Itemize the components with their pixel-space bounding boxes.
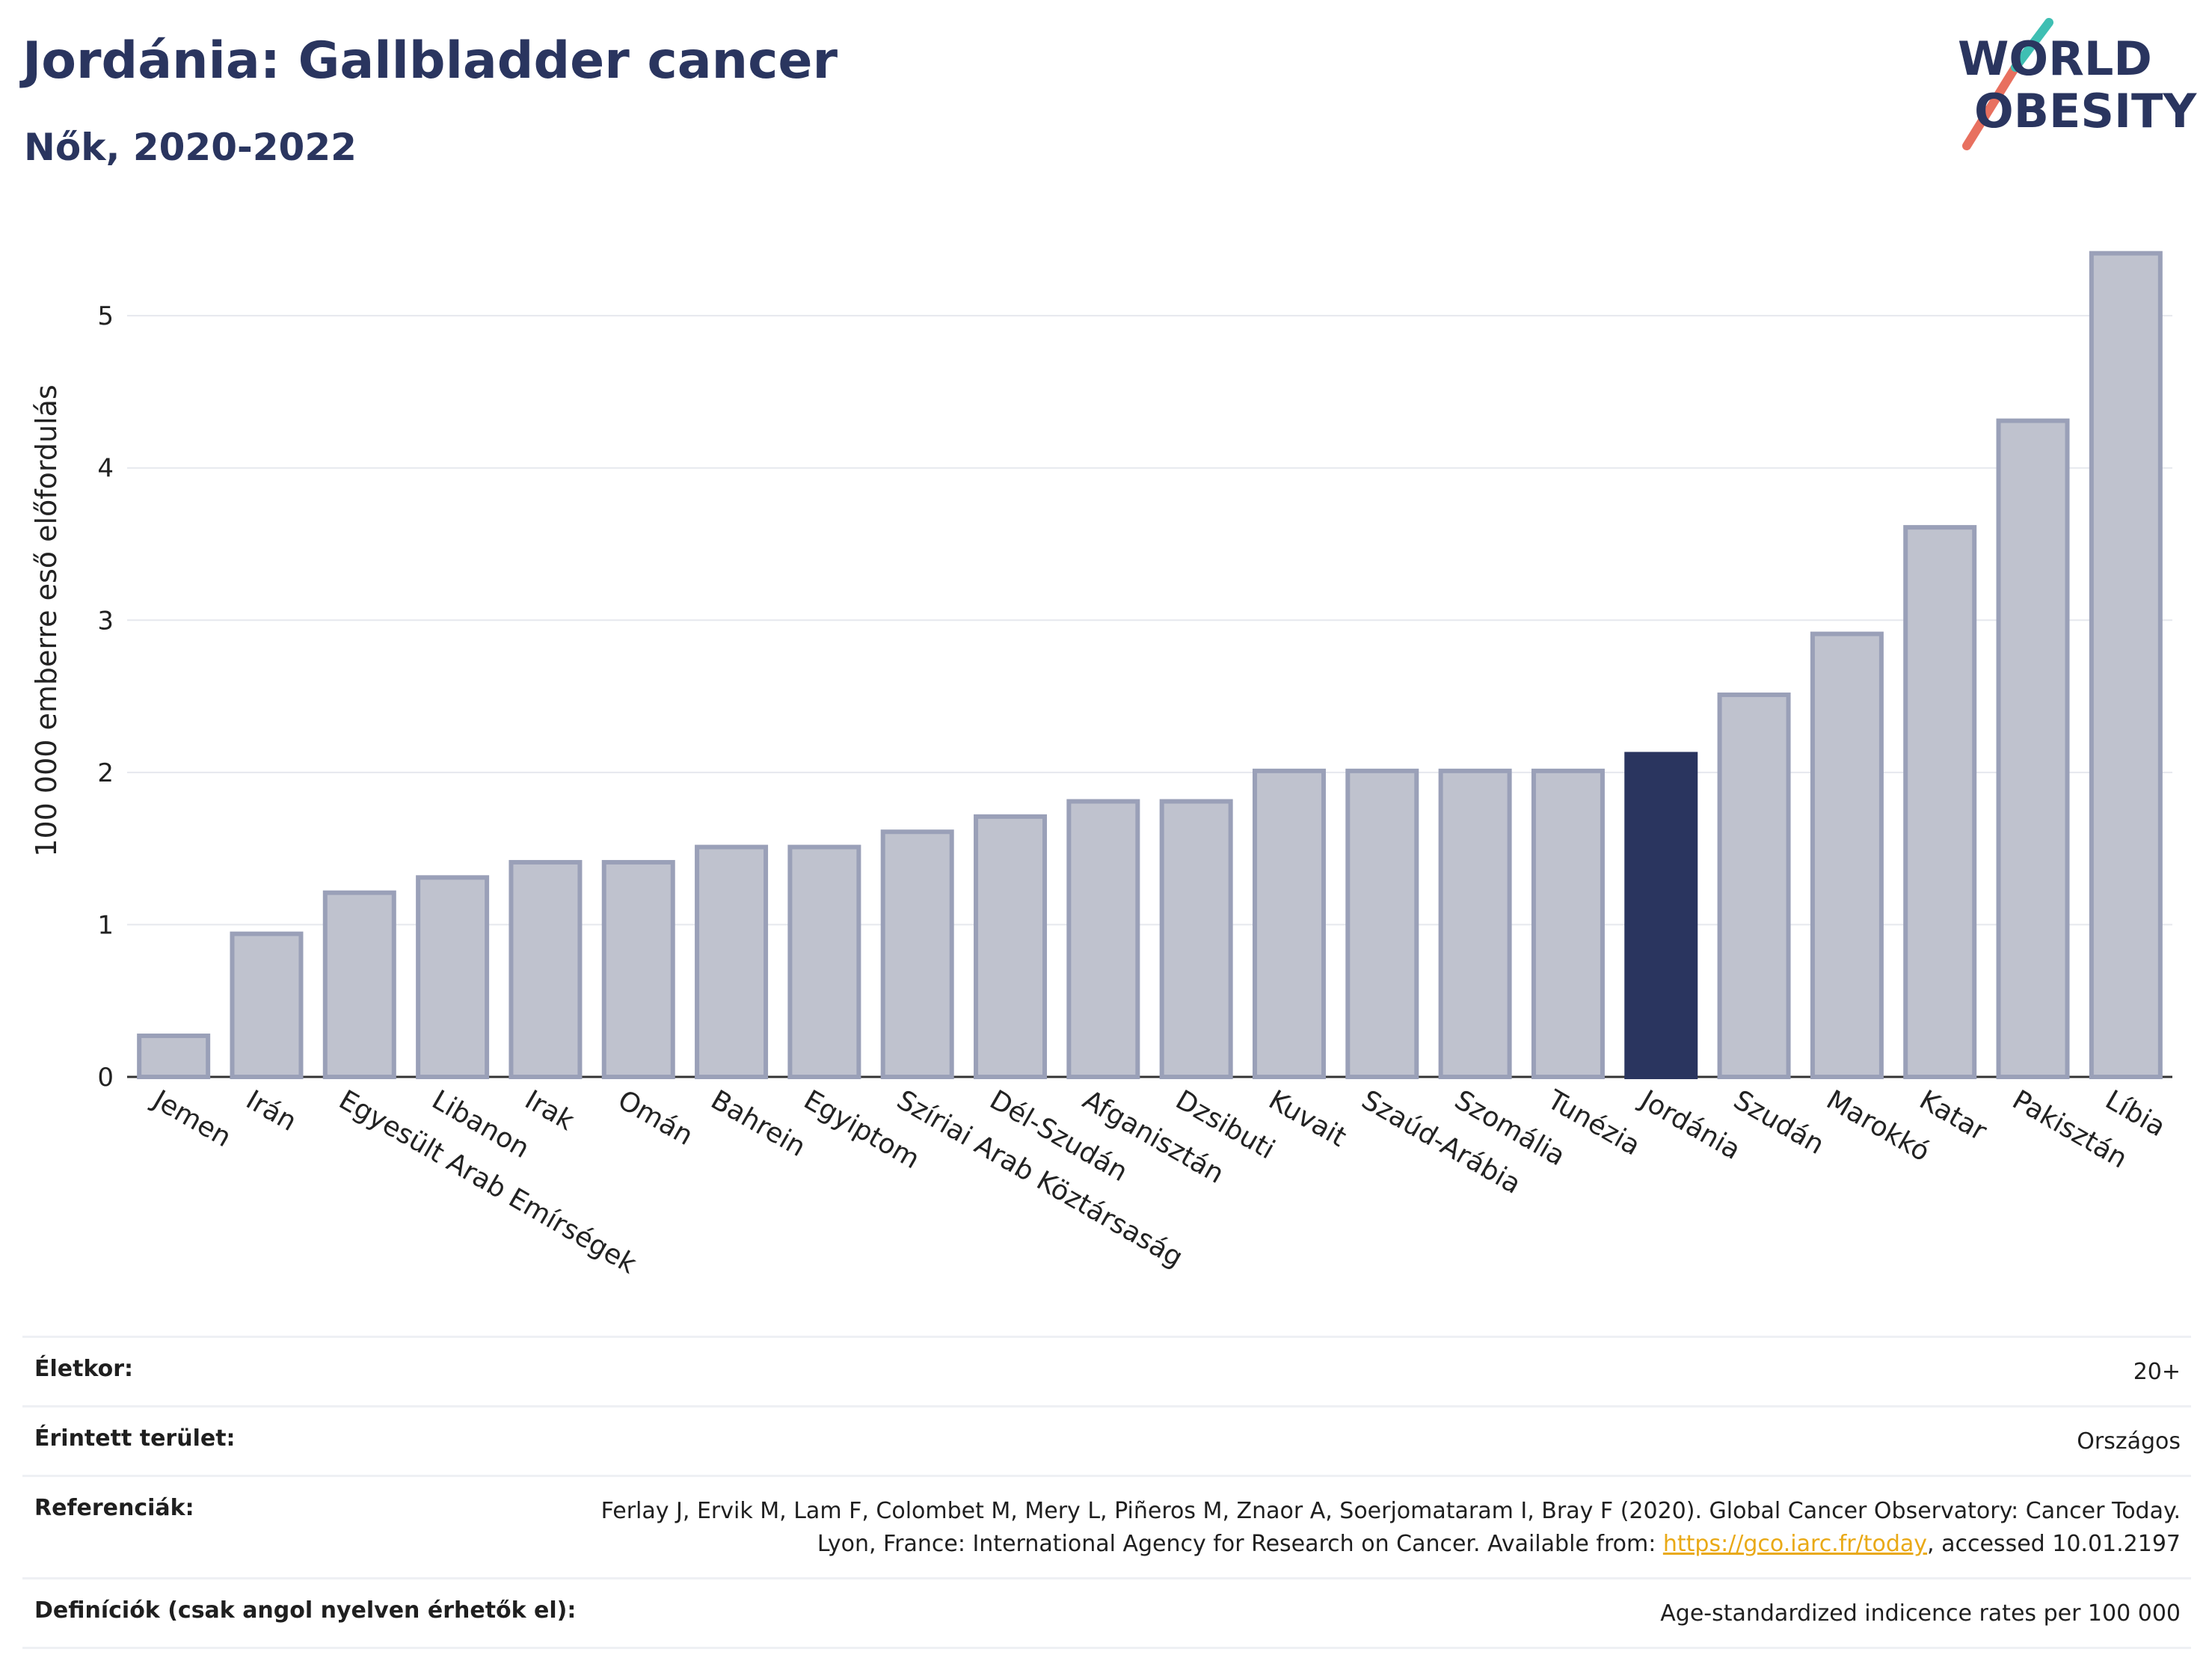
x-tick-label: Líbia: [2100, 1084, 2170, 1143]
bar-bahrein: [695, 844, 769, 1080]
logo-text-obesity: OBESITY: [1974, 84, 2197, 138]
bar-jordánia: [1624, 752, 1698, 1080]
info-row-area: Érintett terület: Országos: [22, 1405, 2191, 1475]
bar-dél-szudán: [974, 814, 1048, 1079]
y-tick-label: 0: [97, 1063, 114, 1093]
bar-omán: [601, 859, 675, 1079]
chart-subtitle: Nők, 2020-2022: [24, 126, 357, 169]
info-table: Életkor: 20+ Érintett terület: Országos …: [22, 1336, 2191, 1649]
bar-pakisztán: [1996, 418, 2070, 1079]
x-tick-label: Szudán: [1728, 1084, 1829, 1161]
bar-egyiptom: [787, 844, 861, 1080]
y-axis-label: 100 000 emberre eső előfordulás: [30, 384, 63, 856]
chart-title: Jordánia: Gallbladder cancer: [22, 31, 838, 90]
bar-egyesült-arab-emírségek: [322, 890, 396, 1080]
bar-szomália: [1438, 768, 1512, 1079]
x-tick-label: Bahrein: [706, 1084, 811, 1163]
y-tick-label: 1: [97, 910, 114, 940]
bar-chart: 0 1 2 3 4 5 100 000 emberre eső előfordulás Jem…: [30, 251, 2172, 1280]
definitions-value: Age-standardized indicence rates per 100…: [1660, 1600, 2181, 1627]
x-tick-label: Jordánia: [1634, 1084, 1745, 1166]
logo-text-world: WORLD: [1958, 31, 2152, 86]
bar-afganisztán: [1066, 799, 1140, 1080]
logo-slash-bottom: [1962, 63, 2020, 150]
y-tick-label: 4: [97, 454, 114, 484]
bar-marokkó: [1810, 631, 1884, 1079]
x-tick-label: Irak: [520, 1084, 580, 1137]
y-tick-label: 3: [97, 606, 114, 636]
info-row-references: Referenciák: Ferlay J, Ervik M, Lam F, C…: [22, 1475, 2191, 1577]
age-label: Életkor:: [34, 1356, 134, 1382]
y-tick-label: 2: [97, 758, 114, 788]
references-value: Ferlay J, Ervik M, Lam F, Colombet M, Me…: [573, 1495, 2181, 1561]
age-value: 20+: [2133, 1359, 2181, 1385]
bar-dzsibuti: [1159, 799, 1233, 1080]
definitions-label: Definíciók (csak angol nyelven érhetők e…: [34, 1597, 577, 1624]
info-row-definitions: Definíciók (csak angol nyelven érhetők e…: [22, 1577, 2191, 1649]
references-text: Ferlay J, Ervik M, Lam F, Colombet M, Me…: [600, 1498, 2181, 1557]
references-link[interactable]: https://gco.iarc.fr/today: [1662, 1531, 1928, 1557]
bar-katar: [1903, 525, 1977, 1079]
bar-líbia: [2089, 251, 2163, 1079]
logo-slash-top: [2011, 18, 2053, 72]
references-label: Referenciák:: [34, 1495, 194, 1521]
x-tick-label: Omán: [612, 1084, 698, 1152]
bar-szíriai-arab-köztársaság: [880, 829, 954, 1079]
bar-tunézia: [1531, 768, 1605, 1079]
y-tick-label: 5: [97, 301, 114, 331]
references-accessed: , accessed 10.01.2197: [1927, 1531, 2181, 1557]
bar-libanon: [416, 875, 490, 1079]
area-value: Országos: [2077, 1428, 2181, 1455]
bar-jemen: [137, 1034, 211, 1080]
bar-kuvait: [1252, 768, 1326, 1079]
bar-szaúd-arábia: [1345, 768, 1419, 1079]
x-tick-label: Jemen: [147, 1084, 236, 1153]
x-tick-label: Szaúd-Arábia: [1357, 1084, 1526, 1200]
area-label: Érintett terület:: [34, 1425, 236, 1452]
x-tick-label: Irán: [241, 1084, 301, 1137]
bar-irán: [230, 931, 304, 1079]
info-row-age: Életkor: 20+: [22, 1336, 2191, 1405]
x-tick-label: Marokkó: [1821, 1084, 1935, 1167]
bar-szudán: [1717, 693, 1791, 1079]
bar-irak: [509, 859, 583, 1079]
